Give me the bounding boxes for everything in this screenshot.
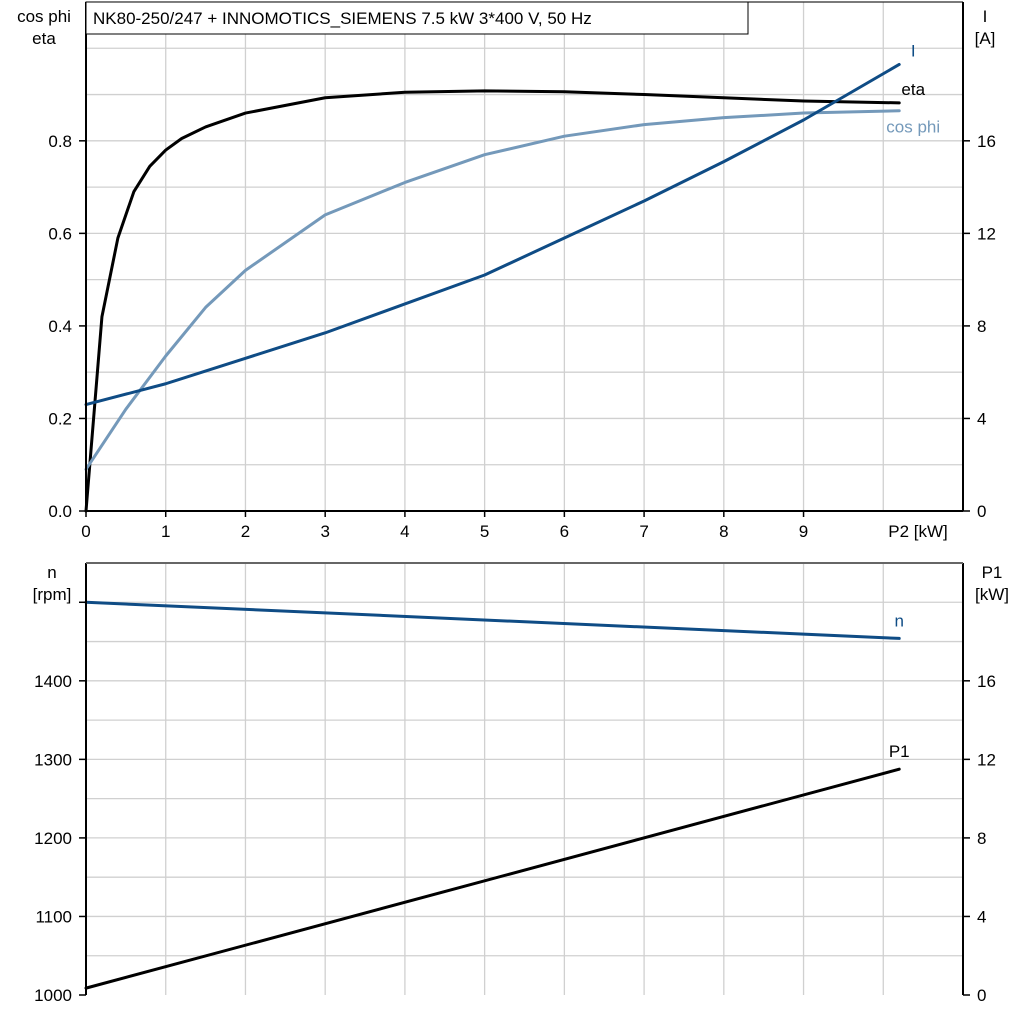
series-line-p1 [84, 767, 901, 990]
series-line-cos-phi [84, 109, 901, 471]
y-right-tick-label: 8 [977, 317, 986, 336]
y-right-tick-label: 4 [977, 409, 986, 428]
y-right-tick-label: 0 [977, 986, 986, 1005]
y-right-tick-label: 0 [977, 502, 986, 521]
bottom-grid [86, 562, 963, 995]
y-right-tick-label: 8 [977, 829, 986, 848]
y-left-tick-label: 1200 [34, 829, 72, 848]
series-label: I [911, 41, 916, 60]
y-left-tick-label: 0.0 [48, 502, 72, 521]
y-right-axis-label: P1 [982, 563, 1003, 582]
y-left-tick-label: 0.6 [48, 224, 72, 243]
series-line-eta [84, 89, 901, 513]
x-tick-label: 7 [639, 522, 648, 541]
top-grid [86, 1, 963, 511]
y-right-tick-label: 16 [977, 132, 996, 151]
series-label: n [894, 611, 903, 630]
y-right-tick-label: 12 [977, 750, 996, 769]
x-tick-label: 4 [400, 522, 409, 541]
x-tick-label: 5 [480, 522, 489, 541]
y-left-tick-label: 1000 [34, 986, 72, 1005]
x-tick-label: 8 [719, 522, 728, 541]
y-left-tick-label: 0.2 [48, 409, 72, 428]
series-layer: eta cos phi In P1 [84, 41, 940, 990]
y-left-tick-label: 0.4 [48, 317, 72, 336]
y-right-tick-label: 4 [977, 907, 986, 926]
series-label: P1 [889, 742, 910, 761]
y-left-tick-label: 1100 [35, 907, 72, 926]
y-right-axis-label: [A] [975, 29, 996, 48]
x-tick-label: 1 [161, 522, 170, 541]
axes-layer: 0 1 2 3 4 5 6 7 8 9 P2 [kW]0.00.20.40.60.80481216c… [17, 1, 1009, 1005]
y-right-axis-label: [kW] [975, 585, 1009, 604]
y-left-tick-label: 1400 [34, 672, 72, 691]
y-right-axis-label: I [983, 7, 988, 26]
x-tick-label: 2 [241, 522, 250, 541]
y-left-tick-label: 0.8 [48, 132, 72, 151]
x-axis-label: P2 [kW] [888, 522, 948, 541]
x-tick-label: 0 [81, 522, 90, 541]
series-label: cos phi [886, 118, 940, 137]
y-right-tick-label: 12 [977, 224, 996, 243]
series-line-i [84, 62, 901, 407]
x-tick-label: 6 [560, 522, 569, 541]
title-box: NK80-250/247 + INNOMOTICS_SIEMENS 7.5 kW… [85, 1, 749, 35]
y-right-tick-label: 16 [977, 672, 996, 691]
y-left-axis-label: n [47, 563, 56, 582]
y-left-axis-label: eta [32, 29, 56, 48]
x-tick-label: 3 [320, 522, 329, 541]
y-left-axis-label: [rpm] [33, 585, 72, 604]
x-tick-label: 9 [799, 522, 808, 541]
y-left-axis-label: cos phi [17, 7, 71, 26]
chart-title: NK80-250/247 + INNOMOTICS_SIEMENS 7.5 kW… [93, 9, 592, 28]
series-label: eta [901, 80, 925, 99]
series-line-n [84, 600, 901, 640]
y-left-tick-label: 1300 [34, 750, 72, 769]
